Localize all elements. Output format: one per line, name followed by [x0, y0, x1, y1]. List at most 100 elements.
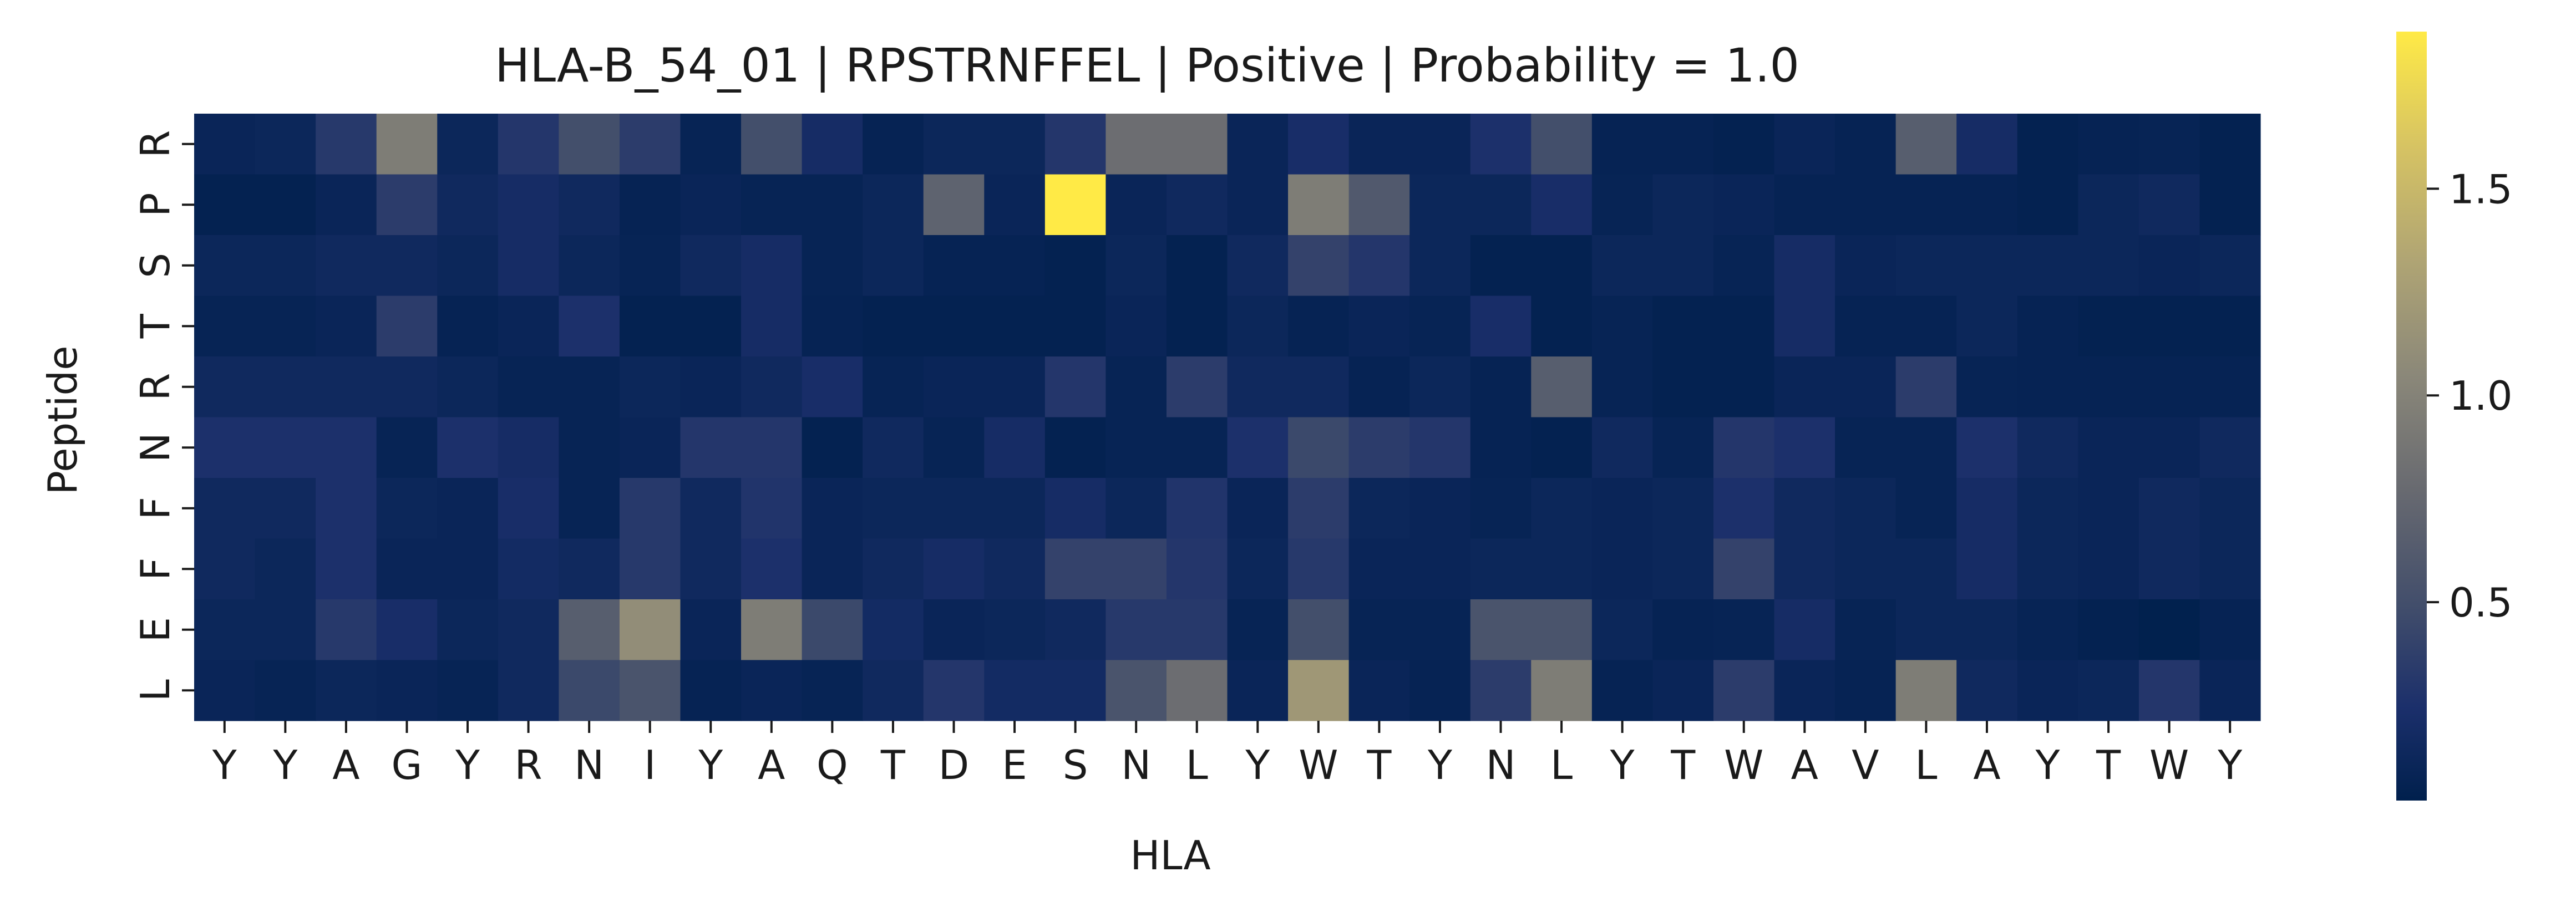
heatmap-cell [1531, 356, 1593, 418]
heatmap-cell [1409, 660, 1471, 721]
heatmap-cell [619, 114, 681, 175]
heatmap-cell [316, 660, 377, 721]
heatmap-cell [1956, 599, 2018, 661]
heatmap-cell [1227, 356, 1289, 418]
heatmap-cell [498, 356, 559, 418]
heatmap-cell [2078, 174, 2139, 236]
heatmap-cell [437, 295, 499, 357]
heatmap-cell [1044, 295, 1106, 357]
heatmap-cell [1895, 417, 1957, 478]
x-tick-label: N [1486, 742, 1516, 788]
heatmap-cell [316, 538, 377, 600]
heatmap-cell [2078, 538, 2139, 600]
heatmap-cell [1409, 356, 1471, 418]
heatmap-cell [984, 295, 1046, 357]
heatmap-cell [1531, 478, 1593, 539]
heatmap-cell [1713, 478, 1775, 539]
heatmap-cell [194, 599, 256, 661]
heatmap-cell [2078, 478, 2139, 539]
heatmap-cell [1652, 114, 1714, 175]
heatmap-cell [316, 295, 377, 357]
heatmap-cell [1531, 295, 1593, 357]
heatmap-cell [1835, 538, 1896, 600]
heatmap-cell [923, 478, 985, 539]
heatmap-cell [802, 174, 863, 236]
x-tick-label: A [332, 742, 359, 788]
heatmap-cell [741, 235, 803, 297]
heatmap-cell [1591, 235, 1654, 297]
heatmap-cell [1288, 478, 1350, 539]
heatmap-cell [255, 417, 316, 478]
heatmap-cell [498, 174, 559, 236]
heatmap-cell [1713, 295, 1775, 357]
heatmap-cell [2138, 295, 2200, 357]
heatmap-cell [498, 478, 559, 539]
heatmap-cell [2199, 295, 2261, 357]
heatmap-cell [194, 478, 256, 539]
y-axis-ticks: R P S T R N F F E L [132, 130, 194, 701]
heatmap-cell [1106, 538, 1167, 600]
heatmap-cell [802, 417, 863, 478]
heatmap-cell [1591, 599, 1654, 661]
heatmap-cell [1166, 235, 1228, 297]
heatmap-cell [741, 599, 803, 661]
heatmap-cell [802, 235, 863, 297]
heatmap-cell [680, 660, 742, 721]
heatmap-cell [1835, 417, 1896, 478]
heatmap-cell [2199, 174, 2261, 236]
heatmap-cell [1835, 356, 1896, 418]
heatmap-cell [680, 356, 742, 418]
heatmap-cell [1591, 356, 1654, 418]
heatmap-cell [1227, 174, 1289, 236]
heatmap-cell [498, 235, 559, 297]
heatmap-cell [1044, 235, 1106, 297]
heatmap-cell [984, 599, 1046, 661]
heatmap-cell [2017, 538, 2078, 600]
heatmap-cell [2199, 114, 2261, 175]
heatmap-cell [1166, 295, 1228, 357]
heatmap-cell [1895, 295, 1957, 357]
heatmap-cell [1591, 174, 1654, 236]
heatmap-cell [1288, 174, 1350, 236]
heatmap-cell [1713, 114, 1775, 175]
heatmap-cell [619, 295, 681, 357]
heatmap-cell [802, 538, 863, 600]
heatmap-cell [316, 114, 377, 175]
heatmap-cell [559, 478, 620, 539]
heatmap-cell [498, 660, 559, 721]
heatmap-cell [802, 599, 863, 661]
heatmap-cell [1895, 114, 1957, 175]
heatmap-cell [802, 660, 863, 721]
heatmap-cell [741, 478, 803, 539]
heatmap-cell [1044, 478, 1106, 539]
heatmap-cell [680, 538, 742, 600]
heatmap-cell [1166, 417, 1228, 478]
heatmap-cell [1106, 235, 1167, 297]
heatmap-cell [255, 235, 316, 297]
heatmap-cell [1166, 356, 1228, 418]
heatmap-cell [2017, 114, 2078, 175]
y-tick-label: T [132, 313, 179, 339]
heatmap-cell [2017, 478, 2078, 539]
heatmap-cell [1227, 114, 1289, 175]
heatmap-cell [1348, 174, 1410, 236]
x-tick-label: N [1121, 742, 1151, 788]
heatmap-cell [1956, 235, 2018, 297]
heatmap-cell [559, 660, 620, 721]
heatmap-cell [1348, 295, 1410, 357]
heatmap-cell [194, 660, 256, 721]
heatmap-cell [863, 356, 924, 418]
heatmap-cell [2017, 295, 2078, 357]
heatmap-cell [863, 235, 924, 297]
heatmap-cell [255, 599, 316, 661]
heatmap-cell [1409, 417, 1471, 478]
heatmap-cell [1713, 235, 1775, 297]
heatmap-cell [1591, 538, 1654, 600]
heatmap-cell [376, 174, 438, 236]
heatmap-cell [1956, 538, 2018, 600]
heatmap-cell [255, 538, 316, 600]
heatmap-cell [680, 174, 742, 236]
heatmap-cell [2078, 356, 2139, 418]
